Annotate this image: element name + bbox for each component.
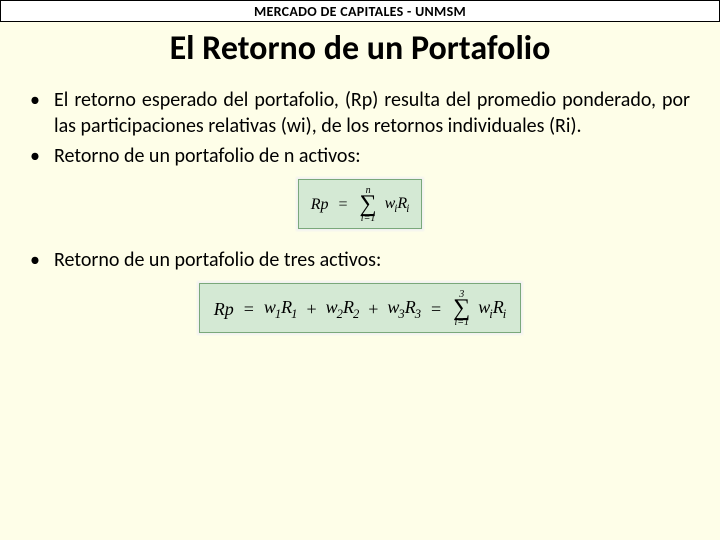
formula-2: Rp = w1R1 + w2R2 + w3R3 = 3 ∑ i=1 wiRi [199, 283, 522, 333]
formula-1-wrap: Rp = n ∑ i=1 wiRi [30, 179, 690, 229]
formula-1-term: wiRi [385, 195, 410, 215]
sigma-symbol: ∑ [360, 195, 377, 214]
bullet-mark: • [30, 247, 54, 273]
bullet-3-text: Retorno de un portafolio de tres activos… [54, 247, 690, 273]
formula-1: Rp = n ∑ i=1 wiRi [298, 179, 423, 229]
bullet-3: • Retorno de un portafolio de tres activ… [30, 247, 690, 273]
formula-2-term3: w3R3 [387, 297, 421, 322]
formula-1-lhs: Rp [311, 196, 329, 214]
sigma-lower: i=1 [361, 214, 376, 224]
header-text: MERCADO DE CAPITALES - UNMSM [254, 3, 466, 20]
bullet-2: • Retorno de un portafolio de n activos: [30, 143, 690, 169]
bullet-1: • El retorno esperado del portafolio, (R… [30, 87, 690, 139]
sigma-lower: i=1 [454, 318, 469, 328]
bullet-2-text: Retorno de un portafolio de n activos: [54, 143, 690, 169]
equals-sign: = [244, 299, 254, 320]
sigma-icon: n ∑ i=1 [360, 186, 377, 224]
equals-sign: = [431, 299, 441, 320]
bullet-1-text: El retorno esperado del portafolio, (Rp)… [54, 87, 690, 139]
formula-2-term2: w2R2 [326, 297, 360, 322]
plus-sign: + [368, 299, 378, 320]
formula-2-term1: w1R1 [264, 297, 298, 322]
equals-sign: = [338, 196, 347, 214]
plus-sign: + [306, 299, 316, 320]
content-area: • El retorno esperado del portafolio, (R… [0, 87, 720, 333]
header-bar: MERCADO DE CAPITALES - UNMSM [0, 0, 720, 22]
formula-2-sigma-term: wiRi [478, 297, 506, 322]
bullet-mark: • [30, 143, 54, 169]
sigma-symbol: ∑ [453, 299, 470, 318]
bullet-mark: • [30, 87, 54, 139]
page-title: El Retorno de un Portafolio [0, 28, 720, 69]
sigma-icon: 3 ∑ i=1 [453, 290, 470, 328]
formula-2-wrap: Rp = w1R1 + w2R2 + w3R3 = 3 ∑ i=1 wiRi [30, 283, 690, 333]
formula-2-lhs: Rp [214, 299, 234, 320]
